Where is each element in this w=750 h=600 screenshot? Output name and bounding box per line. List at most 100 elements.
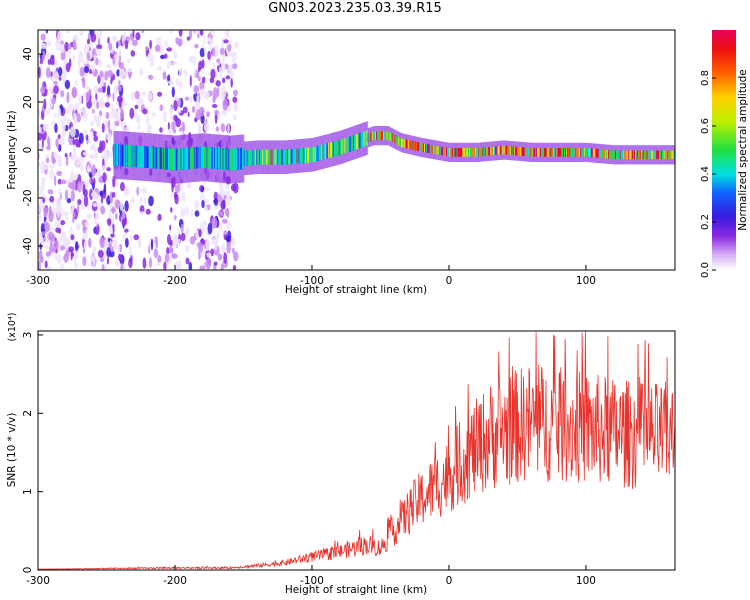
- spectrogram-noise-mark: [115, 260, 118, 266]
- spectrogram-noise-mark: [130, 235, 132, 240]
- spectrogram-noise-mark: [164, 54, 168, 59]
- y-tick-label: -20: [22, 189, 34, 206]
- spectrogram-noise-mark: [233, 251, 238, 261]
- spectrogram-noise-mark: [181, 192, 185, 202]
- spectrogram-noise-mark: [202, 59, 205, 68]
- spectrogram-noise-mark: [198, 123, 201, 135]
- spectrogram-noise-mark: [68, 104, 73, 112]
- spectrogram-noise-mark: [112, 206, 115, 214]
- spectrogram-noise-mark: [185, 97, 190, 101]
- spectrogram-noise-mark: [70, 208, 74, 215]
- spectrogram-noise-mark: [112, 35, 117, 42]
- spectrogram-noise-mark: [168, 80, 174, 84]
- spectrogram-noise-mark: [232, 237, 236, 248]
- spectrogram-noise-mark: [158, 67, 163, 71]
- spectrogram-noise-mark: [143, 257, 147, 268]
- spectrogram-noise-mark: [38, 67, 40, 79]
- spectrogram-noise-mark: [54, 113, 57, 119]
- spectrogram-noise-mark: [63, 253, 68, 262]
- spectrogram-noise-mark: [216, 80, 221, 86]
- spectrogram-noise-mark: [232, 97, 237, 103]
- snr-x-label: Height of straight line (km): [285, 584, 427, 596]
- spectrogram-noise-mark: [172, 87, 175, 98]
- spectrogram-noise-mark: [46, 146, 50, 150]
- spectrogram-noise-mark: [194, 117, 197, 122]
- spectrogram-noise-mark: [201, 88, 204, 97]
- spectrogram-noise-mark: [221, 123, 226, 132]
- spectrogram-noise-mark: [122, 211, 126, 218]
- snr-background: [38, 331, 675, 570]
- colorbar-label: Normalized spectral amplitude: [737, 69, 749, 230]
- spectrogram-y-label: Frequency (Hz): [6, 110, 18, 189]
- spectrogram-noise-mark: [83, 226, 86, 233]
- spectrogram-noise-mark: [75, 264, 78, 271]
- spectrogram-noise-mark: [135, 105, 139, 109]
- spectrogram-noise-mark: [148, 196, 154, 207]
- spectrogram-noise-mark: [123, 72, 127, 77]
- spectrogram-noise-mark: [174, 215, 177, 221]
- spectrogram-noise-mark: [87, 39, 90, 45]
- spectrogram-noise-mark: [135, 91, 140, 100]
- spectrogram-noise-mark: [221, 86, 226, 98]
- spectrogram-noise-mark: [227, 222, 232, 230]
- spectrogram-noise-mark: [230, 78, 233, 88]
- spectrogram-noise-mark: [92, 182, 95, 190]
- spectrogram-noise-mark: [88, 238, 92, 248]
- spectrogram-noise-mark: [49, 169, 54, 181]
- spectrogram-noise-mark: [198, 76, 201, 81]
- spectrogram-noise-mark: [220, 71, 223, 80]
- spectrogram-noise-mark: [78, 94, 82, 104]
- spectrogram-noise-mark: [75, 79, 78, 86]
- spectrogram-noise-mark: [73, 144, 76, 156]
- spectrogram-noise-mark: [83, 152, 88, 156]
- spectrogram-noise-mark: [39, 186, 45, 192]
- spectrogram-noise-mark: [52, 234, 55, 242]
- spectrogram-noise-mark: [50, 86, 53, 96]
- spectrogram-noise-mark: [43, 124, 49, 132]
- spectrogram-noise-mark: [170, 207, 173, 213]
- spectrogram-noise-mark: [100, 206, 105, 215]
- spectrogram-noise-mark: [72, 54, 75, 61]
- y-tick-label: 2: [22, 410, 34, 417]
- spectrogram-noise-mark: [145, 46, 148, 51]
- spectrogram-noise-mark: [134, 234, 140, 240]
- x-tick-label: -300: [26, 275, 50, 287]
- spectrogram-noise-mark: [120, 182, 125, 191]
- spectrogram-noise-mark: [167, 75, 170, 81]
- spectrogram-noise-mark: [207, 51, 211, 60]
- spectrogram-noise-mark: [120, 263, 123, 272]
- spectrogram-noise-mark: [92, 97, 96, 105]
- spectrogram-noise-mark: [42, 177, 46, 182]
- spectrogram-noise-mark: [227, 123, 229, 134]
- spectrogram-noise-mark: [39, 213, 41, 219]
- spectrogram-noise-mark: [196, 230, 199, 239]
- spectrogram-noise-mark: [72, 180, 76, 191]
- spectrogram-noise-mark: [184, 207, 190, 216]
- spectrogram-noise-mark: [89, 154, 95, 159]
- spectrogram-noise-mark: [194, 68, 197, 75]
- spectrogram-noise-mark: [204, 199, 208, 203]
- spectrogram-noise-mark: [197, 34, 199, 39]
- spectrogram-noise-mark: [209, 38, 212, 49]
- spectrogram-noise-mark: [211, 47, 215, 56]
- spectrogram-noise-mark: [90, 121, 94, 127]
- spectrogram-noise-mark: [106, 167, 111, 171]
- spectrogram-noise-mark: [41, 161, 45, 167]
- spectrogram-noise-mark: [214, 110, 219, 115]
- spectrogram-noise-mark: [91, 192, 95, 197]
- spectrogram-noise-mark: [118, 254, 122, 261]
- spectrogram-noise-mark: [76, 172, 78, 178]
- spectrogram-noise-mark: [146, 209, 151, 215]
- spectrogram-noise-mark: [140, 211, 145, 215]
- spectrogram-noise-mark: [46, 154, 49, 158]
- spectrogram-noise-mark: [222, 219, 228, 224]
- x-tick-label: 100: [576, 575, 596, 587]
- spectrogram-noise-mark: [40, 87, 45, 95]
- spectrogram-noise-mark: [70, 234, 74, 240]
- x-tick-label: -200: [163, 575, 187, 587]
- spectrogram-noise-mark: [115, 213, 118, 220]
- spectrogram-noise-mark: [100, 77, 104, 87]
- spectrogram-noise-mark: [58, 107, 61, 118]
- spectrogram-noise-mark: [185, 245, 188, 250]
- spectrogram-noise-mark: [222, 99, 228, 111]
